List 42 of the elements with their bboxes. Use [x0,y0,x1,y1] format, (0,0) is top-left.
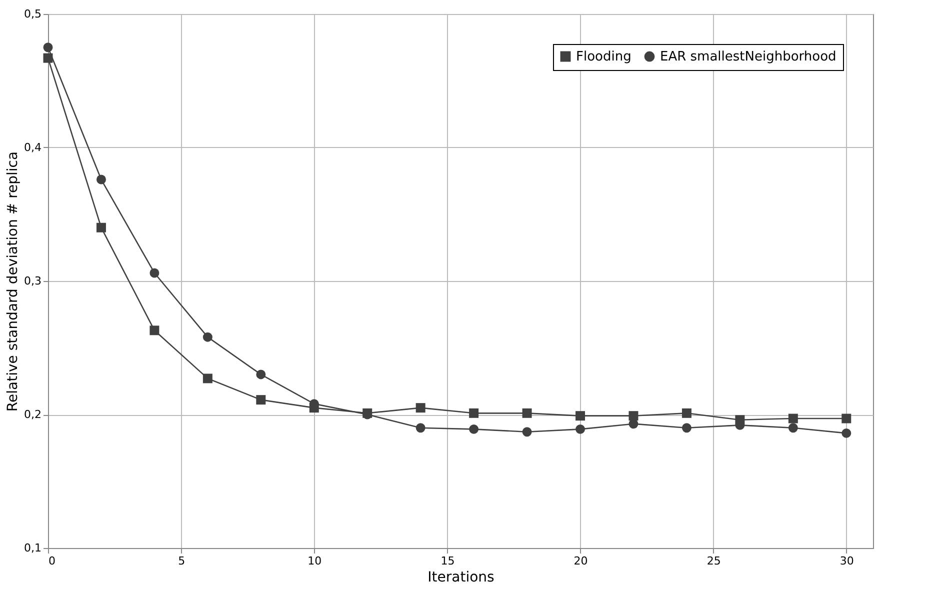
y-tick-label: 0,1 [24,542,42,554]
point [576,411,585,421]
point [96,222,106,232]
y-axis-title: Relative standard deviation # replica [5,151,22,412]
x-tick-label: 10 [308,554,322,568]
point [522,427,532,437]
y-tick-label: 0,4 [24,141,42,154]
point [576,424,585,434]
point [256,395,266,405]
point [842,414,852,424]
point [628,419,638,429]
point [788,414,798,424]
point [628,411,638,421]
point [43,53,53,63]
y-tick-label: 0,2 [24,408,42,421]
x-tick-label: 30 [840,554,854,568]
legend-label: Flooding [576,50,632,65]
legend-label: EAR smallestNeighborhood [660,50,836,65]
point [469,424,479,434]
x-tick-label: 5 [178,554,186,568]
point [150,326,160,336]
x-axis-title: Iterations [428,570,494,586]
x-tick-label: 0 [48,554,56,568]
point [842,428,852,438]
point [522,408,532,418]
y-tick-label: 0,3 [24,274,42,288]
point [682,408,692,418]
point [96,174,106,184]
y-tick-label: 0,5 [24,8,42,20]
point [256,370,266,380]
point [150,268,160,278]
point [202,332,212,342]
x-tick-label: 20 [574,554,588,568]
point [416,403,426,413]
point [416,423,426,433]
point [682,423,692,433]
point [202,374,212,384]
point [43,42,53,52]
x-tick-label: 25 [706,554,721,568]
point [788,423,798,433]
x-tick-label: 15 [440,554,455,568]
point [469,408,479,418]
